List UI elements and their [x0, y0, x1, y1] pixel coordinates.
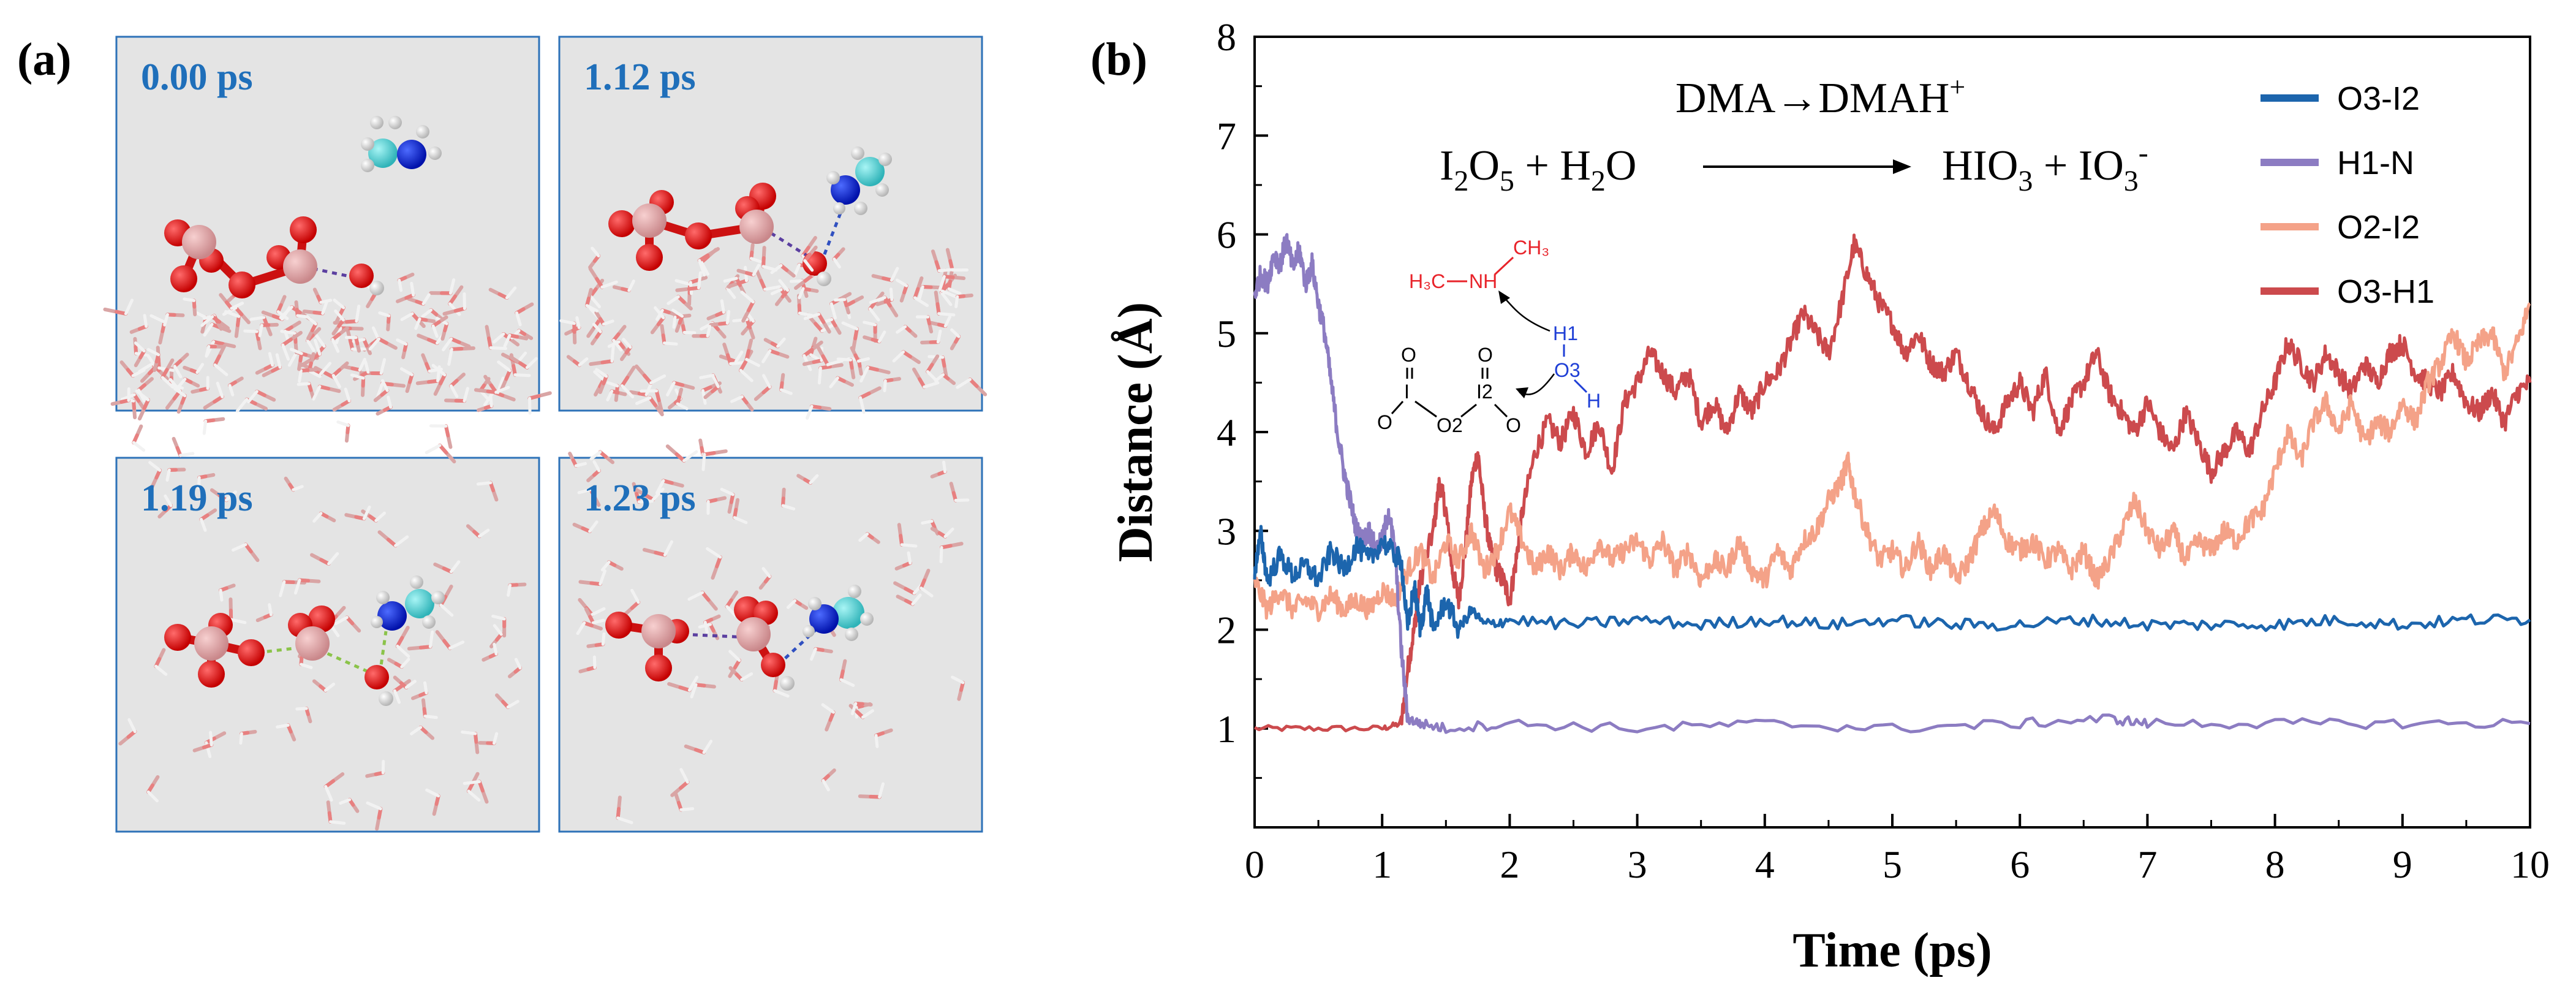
- y-tick-label: 2: [1217, 609, 1236, 652]
- molecule: [608, 146, 892, 286]
- y-tick-label: 8: [1217, 15, 1236, 59]
- x-tick-label: 1: [1372, 843, 1392, 886]
- snapshot-panel-3: 1.19 ps: [103, 272, 540, 833]
- mol-h3c: H₃C: [1409, 270, 1445, 292]
- x-tick-label: 6: [2010, 843, 2030, 886]
- x-tick-label: 8: [2265, 843, 2285, 886]
- y-tick-label: 6: [1217, 213, 1236, 257]
- y-tick-label: 7: [1217, 114, 1236, 158]
- x-tick-label: 0: [1245, 843, 1264, 886]
- x-tick-label: 2: [1500, 843, 1519, 886]
- mol-o3: O3: [1554, 359, 1581, 381]
- series-line-o3-i2: [1253, 525, 2531, 639]
- reaction-reactants: I2O5 + H2O: [1440, 142, 1636, 197]
- y-axis-title: Distance (Å): [1109, 302, 1163, 562]
- distance-chart: 0 1 2 3 4 5 6 7 8 9 10 1 2 3 4 5 6 7 8 Time (ps) Distance…: [1109, 15, 2550, 977]
- legend-label: H1-N: [2337, 145, 2414, 181]
- molecule: [164, 575, 445, 706]
- reaction-annotation: DMA→DMAH+ I2O5 + H2O HIO3 + IO3-: [1440, 71, 2148, 197]
- water-layer: [559, 245, 973, 824]
- x-axis: 0 1 2 3 4 5 6 7 8 9 10: [1245, 814, 2550, 886]
- series-line-o2-i2: [1253, 302, 2531, 623]
- y-tick-label: 5: [1217, 312, 1236, 355]
- mol-h1: H1: [1553, 322, 1578, 344]
- snapshot-time: 1.19 ps: [141, 477, 253, 519]
- snapshot-panel-4: 1.23 ps: [558, 245, 983, 833]
- series-layer: [1253, 233, 2532, 734]
- reaction-dma-label: DMA→DMAH+: [1675, 71, 1965, 122]
- y-axis: 1 2 3 4 5 6 7 8: [1217, 15, 1268, 779]
- mol-o: O: [1401, 344, 1416, 366]
- mol-o: O: [1377, 411, 1392, 433]
- snapshot-time: 1.12 ps: [584, 56, 696, 98]
- mol-o: O: [1506, 414, 1521, 436]
- snapshot-time: 0.00 ps: [141, 56, 253, 98]
- legend-label: O3-H1: [2337, 273, 2434, 310]
- mol-i: I: [1404, 381, 1410, 403]
- x-tick-label: 5: [1883, 843, 1902, 886]
- legend-label: O3-I2: [2337, 80, 2420, 117]
- mol-nh: NH: [1469, 270, 1497, 292]
- mechanism-sketch: H₃C NH CH₃ H1 O3 H O I O O2 I2: [1377, 237, 1601, 436]
- legend: O3-I2 H1-N O2-I2 O3-H1: [2261, 80, 2434, 310]
- molecule: [605, 585, 874, 691]
- mol-o: O: [1478, 344, 1493, 366]
- legend-label: O2-I2: [2337, 209, 2420, 246]
- reaction-products: HIO3 + IO3-: [1942, 137, 2148, 197]
- panel-b-label: (b): [1090, 34, 1147, 85]
- mol-o2: O2: [1437, 414, 1463, 436]
- x-axis-title: Time (ps): [1792, 924, 1992, 977]
- reaction-arrow-head: [1893, 159, 1911, 174]
- water-layer: [103, 272, 529, 831]
- mol-i2: I2: [1476, 381, 1493, 403]
- mol-h: H: [1587, 390, 1601, 412]
- x-tick-label: 10: [2510, 843, 2550, 886]
- curved-arrow: [1500, 294, 1551, 332]
- y-tick-label: 1: [1217, 707, 1236, 751]
- x-tick-label: 9: [2393, 843, 2412, 886]
- panel-a-label: (a): [17, 34, 72, 85]
- y-tick-label: 3: [1217, 509, 1236, 553]
- y-tick-label: 4: [1217, 411, 1236, 454]
- snapshot-panel-2: 1.12 ps: [558, 36, 988, 417]
- x-tick-label: 4: [1755, 843, 1775, 886]
- x-tick-label: 3: [1628, 843, 1647, 886]
- snapshot-time: 1.23 ps: [584, 477, 696, 519]
- molecule: [164, 116, 442, 298]
- x-tick-label: 7: [2137, 843, 2157, 886]
- snapshot-panel-1: 0.00 ps: [115, 36, 552, 420]
- series-line-h1-n: [1253, 233, 2531, 734]
- mol-ch3: CH₃: [1513, 237, 1549, 259]
